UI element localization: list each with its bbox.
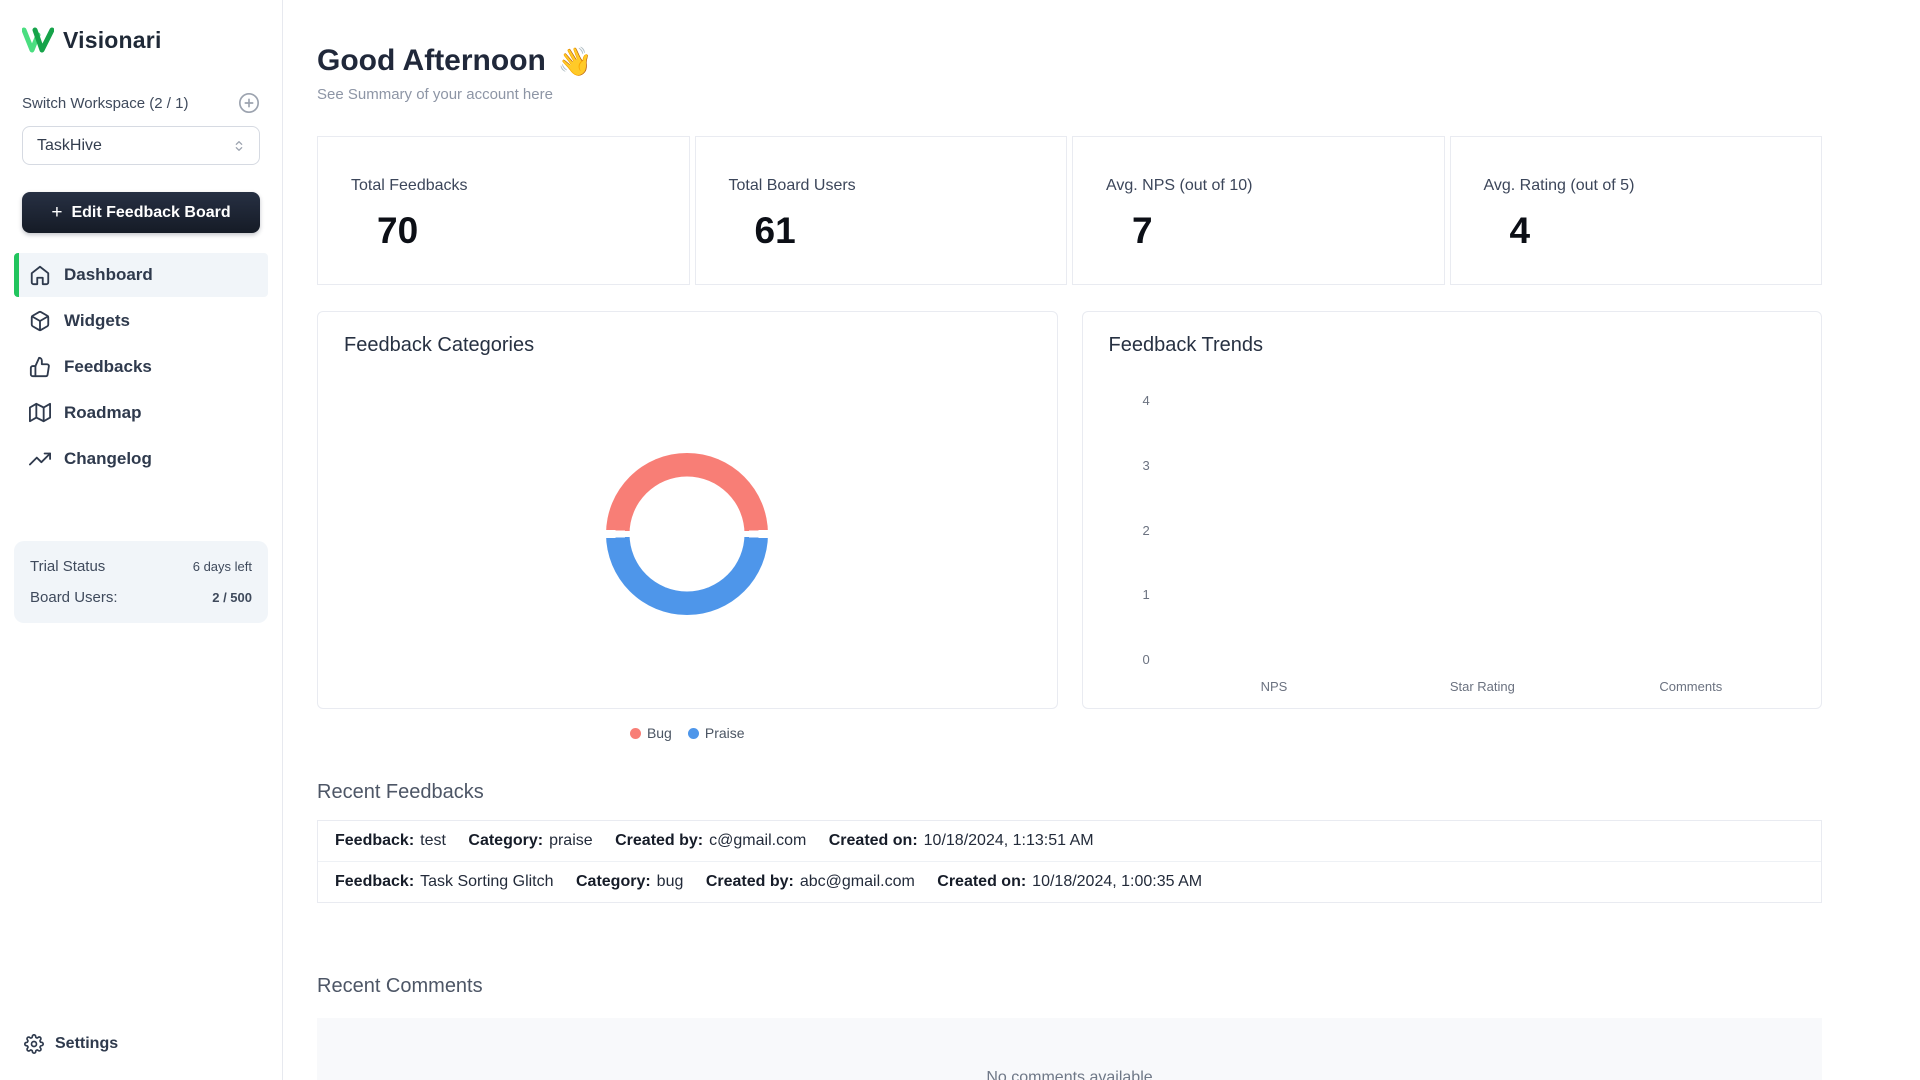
stat-label: Avg. Rating (out of 5) xyxy=(1483,177,1635,194)
chart-title: Feedback Trends xyxy=(1108,334,1264,356)
trial-status-label: Trial Status xyxy=(30,558,106,575)
workspace-select[interactable]: TaskHive xyxy=(22,126,260,165)
sidebar-item-label: Widgets xyxy=(64,311,130,330)
workspace-label: Switch Workspace (2 / 1) xyxy=(22,94,189,112)
feedback-row: Feedback: Task Sorting Glitch Category: bu… xyxy=(335,873,1203,890)
main-content: Good Afternoon 👋 See Summary of your acc… xyxy=(283,0,1920,1080)
feedback-category: bug xyxy=(656,873,684,890)
legend-dot xyxy=(629,727,641,739)
y-tick-label: 2 xyxy=(1142,522,1150,538)
legend-item: Bug xyxy=(629,725,672,741)
sidebar-item-changelog[interactable]: Changelog xyxy=(14,437,268,481)
add-workspace-icon[interactable] xyxy=(238,92,260,114)
sidebar-item-feedbacks[interactable]: Feedbacks xyxy=(14,345,268,389)
stat-value: 4 xyxy=(1509,210,1531,251)
donut-legend: Bug Praise xyxy=(317,725,1058,741)
stat-label: Total Feedbacks xyxy=(351,177,468,194)
logo-icon xyxy=(22,26,54,54)
board-users-label: Board Users: xyxy=(30,589,118,606)
thumbs-up-icon xyxy=(29,356,51,378)
chart-title: Feedback Categories xyxy=(344,334,535,356)
sidebar-item-widgets[interactable]: Widgets xyxy=(14,299,268,343)
stat-card-total-feedbacks: Total Feedbacks 70 xyxy=(317,136,690,285)
page-subtitle: See Summary of your account here xyxy=(317,86,553,103)
x-tick-label: Comments xyxy=(1659,679,1723,694)
trial-status-card: Trial Status 6 days left Board Users: 2 … xyxy=(14,541,268,623)
feedback-trends-chart: 4 3 2 1 0 NPS Star Rating Comments xyxy=(1109,393,1796,694)
legend-dot xyxy=(687,727,699,739)
comments-empty-state: No comments available xyxy=(317,1018,1822,1080)
stat-value: 61 xyxy=(754,210,796,251)
feedback-created-by: c@gmail.com xyxy=(709,832,807,849)
feedback-text: test xyxy=(420,832,446,849)
home-icon xyxy=(29,264,51,286)
recent-feedbacks-table: Feedback: test Category: praise Created by… xyxy=(317,820,1822,903)
gear-icon xyxy=(24,1034,44,1054)
x-tick-label: NPS xyxy=(1260,679,1288,694)
feedback-row: Feedback: test Category: praise Created by… xyxy=(318,821,1821,862)
trial-status-value: 6 days left xyxy=(192,559,252,574)
sidebar-nav: Dashboard Widgets Feedbacks xyxy=(0,253,282,481)
workspace-select-value: TaskHive xyxy=(37,136,102,154)
recent-feedbacks-title: Recent Feedbacks xyxy=(317,781,484,803)
stat-card-total-board-users: Total Board Users 61 xyxy=(694,136,1067,285)
feedback-created-by: abc@gmail.com xyxy=(799,873,915,890)
sidebar-item-settings[interactable]: Settings xyxy=(0,1010,282,1080)
x-tick-label: Star Rating xyxy=(1449,679,1515,694)
app-logo: Visionari xyxy=(0,0,282,54)
page-title: Good Afternoon xyxy=(317,44,546,77)
map-icon xyxy=(29,402,51,424)
feedback-created-on: 10/18/2024, 1:13:51 AM xyxy=(923,832,1094,849)
sidebar: Visionari Switch Workspace (2 / 1) TaskH… xyxy=(0,0,283,1080)
sidebar-item-dashboard[interactable]: Dashboard xyxy=(14,253,268,297)
stat-value: 7 xyxy=(1132,210,1153,251)
feedback-trends-card: Feedback Trends 4 3 2 1 0 NPS Star Rating Comm… xyxy=(1081,311,1822,709)
sidebar-item-roadmap[interactable]: Roadmap xyxy=(14,391,268,435)
bar-plot xyxy=(1170,393,1795,667)
recent-comments-title: Recent Comments xyxy=(317,975,483,997)
recent-comments-section: Recent Comments No comments available xyxy=(317,975,1822,1080)
box-icon xyxy=(29,310,51,332)
feedback-category: praise xyxy=(549,832,593,849)
feedback-categories-donut xyxy=(606,452,769,615)
chevron-updown-icon xyxy=(231,138,247,154)
stats-row: Total Feedbacks 70 Total Board Users 61 … xyxy=(317,136,1822,285)
plus-icon: + xyxy=(51,201,63,223)
board-users-value: 2 / 500 xyxy=(212,590,252,605)
bar-y-axis: 4 3 2 1 0 xyxy=(1143,393,1170,667)
edit-feedback-board-button[interactable]: + Edit Feedback Board xyxy=(22,192,260,233)
feedback-created-on: 10/18/2024, 1:00:35 AM xyxy=(1032,873,1203,890)
donut-hole xyxy=(629,476,745,592)
settings-label: Settings xyxy=(55,1035,119,1052)
y-tick-label: 0 xyxy=(1142,652,1150,667)
stat-card-avg-rating: Avg. Rating (out of 5) 4 xyxy=(1449,136,1822,285)
y-tick-label: 1 xyxy=(1142,587,1150,603)
y-tick-label: 3 xyxy=(1142,457,1150,473)
sidebar-item-label: Dashboard xyxy=(64,265,153,284)
sidebar-item-label: Feedbacks xyxy=(64,357,152,376)
feedback-categories-card: Feedback Categories xyxy=(317,311,1058,709)
stat-value: 70 xyxy=(377,210,419,251)
stat-label: Avg. NPS (out of 10) xyxy=(1106,177,1253,194)
wave-emoji: 👋 xyxy=(557,45,593,77)
stat-label: Total Board Users xyxy=(728,177,856,194)
feedback-text: Task Sorting Glitch xyxy=(420,873,554,890)
bar-x-labels: NPS Star Rating Comments xyxy=(1170,679,1795,694)
sidebar-item-label: Changelog xyxy=(64,449,152,468)
stat-card-avg-nps: Avg. NPS (out of 10) 7 xyxy=(1072,136,1445,285)
y-tick-label: 4 xyxy=(1142,393,1150,408)
app-name: Visionari xyxy=(63,26,162,53)
legend-item: Praise xyxy=(687,725,745,741)
sidebar-item-label: Roadmap xyxy=(64,403,142,422)
recent-feedbacks-section: Recent Feedbacks Feedback: test Category:… xyxy=(317,781,1822,903)
trending-up-icon xyxy=(29,448,51,470)
